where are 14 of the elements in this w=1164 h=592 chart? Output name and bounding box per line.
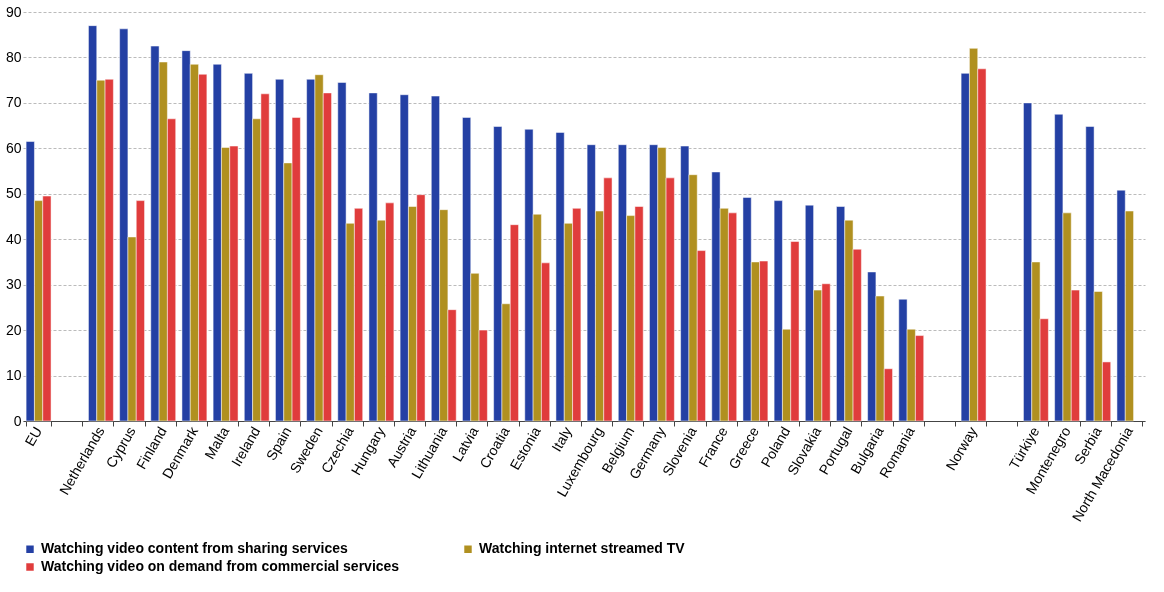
y-tick-label: 10 <box>5 367 22 384</box>
y-tick-label: 60 <box>5 139 22 156</box>
legend-label: Watching video content from sharing services <box>41 540 348 557</box>
y-tick-label: 40 <box>5 230 22 247</box>
y-tick-label: 90 <box>5 3 22 20</box>
y-tick-label: 30 <box>5 276 22 293</box>
legend-label: Watching internet streamed TV <box>479 540 686 557</box>
y-tick-label: 0 <box>13 412 22 429</box>
y-tick-label: 80 <box>5 48 22 65</box>
legend-label: Watching video on demand from commercial services <box>41 558 400 574</box>
y-tick-label: 50 <box>5 185 22 202</box>
x-tick-label: EU <box>21 424 46 449</box>
y-tick-label: 20 <box>5 321 22 338</box>
y-tick-label: 70 <box>5 94 22 111</box>
